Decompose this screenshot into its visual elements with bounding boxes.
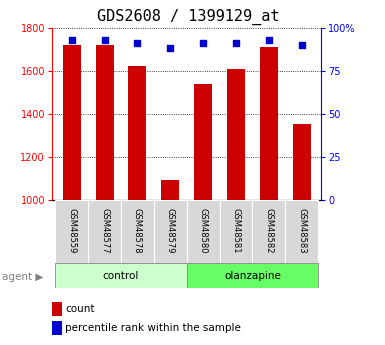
Text: GSM48582: GSM48582 xyxy=(264,208,273,254)
Point xyxy=(233,40,239,46)
Text: GSM48581: GSM48581 xyxy=(231,208,241,254)
Point xyxy=(299,42,305,48)
Point xyxy=(200,40,206,46)
Bar xyxy=(55,200,88,264)
Point xyxy=(167,46,173,51)
Text: control: control xyxy=(103,271,139,280)
Bar xyxy=(253,200,285,264)
Bar xyxy=(154,200,187,264)
Text: GDS2608 / 1399129_at: GDS2608 / 1399129_at xyxy=(97,9,280,25)
Bar xyxy=(227,69,245,200)
Bar xyxy=(293,124,311,200)
Text: agent ▶: agent ▶ xyxy=(2,272,43,282)
Bar xyxy=(285,200,318,264)
Bar xyxy=(187,200,219,264)
Bar xyxy=(194,84,212,200)
Text: GSM48579: GSM48579 xyxy=(166,208,175,254)
Point xyxy=(266,37,272,42)
Text: olanzapine: olanzapine xyxy=(224,271,281,280)
Bar xyxy=(187,263,318,288)
Point xyxy=(134,40,141,46)
Text: GSM48583: GSM48583 xyxy=(297,208,306,254)
Text: GSM48577: GSM48577 xyxy=(100,208,109,254)
Bar xyxy=(121,200,154,264)
Text: count: count xyxy=(65,304,95,314)
Text: GSM48580: GSM48580 xyxy=(199,208,208,254)
Point xyxy=(69,37,75,42)
Bar xyxy=(55,263,187,288)
Bar xyxy=(63,45,81,200)
Bar xyxy=(219,200,253,264)
Bar xyxy=(95,45,114,200)
Bar xyxy=(161,180,179,200)
Text: GSM48559: GSM48559 xyxy=(67,208,76,254)
Text: GSM48578: GSM48578 xyxy=(133,208,142,254)
Point xyxy=(102,37,108,42)
Bar xyxy=(88,200,121,264)
Bar xyxy=(128,66,146,200)
Text: percentile rank within the sample: percentile rank within the sample xyxy=(65,323,241,333)
Bar xyxy=(260,47,278,200)
